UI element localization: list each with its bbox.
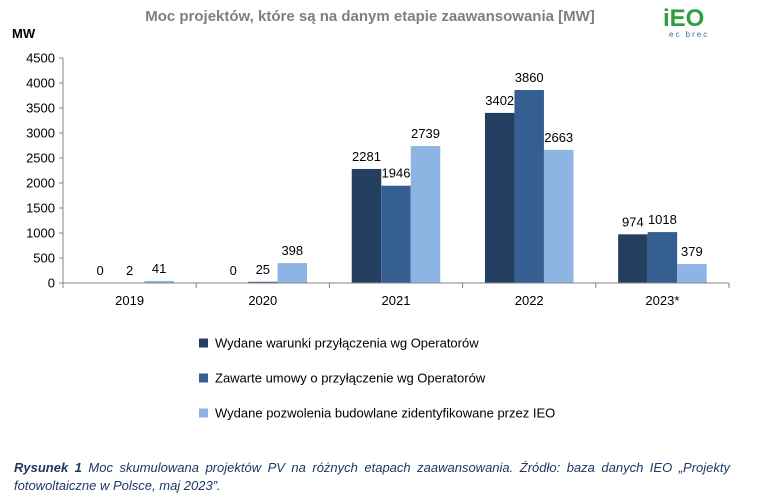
bar <box>543 149 574 283</box>
bar <box>410 146 441 283</box>
bar <box>144 280 174 283</box>
y-tick-label: 3500 <box>26 101 55 116</box>
ieo-logo: iEO ec brec <box>663 5 709 39</box>
bar-value-label: 398 <box>281 243 303 258</box>
data-labels: 0 0 2281 3402 974 2 25 1946 3860 1018 41 398 2739 266… <box>96 70 702 278</box>
bar-value-label: 974 <box>622 214 644 229</box>
bar <box>647 232 678 283</box>
bar-value-label: 2281 <box>352 149 381 164</box>
ieo-logo-text: iEO <box>663 5 704 32</box>
bar-value-label: 3860 <box>515 70 544 85</box>
y-tick-label: 500 <box>33 251 55 266</box>
bar-value-label: 2 <box>126 263 133 278</box>
y-tick-label: 2000 <box>26 176 55 191</box>
axes <box>62 58 729 284</box>
bar-value-label: 2739 <box>411 126 440 141</box>
bar <box>618 234 648 283</box>
bar <box>677 264 707 283</box>
y-tick-label: 2500 <box>26 151 55 166</box>
bar <box>277 263 308 283</box>
legend-label: Wydane warunki przyłączenia wg Operatoró… <box>215 336 479 351</box>
bar-series <box>114 90 707 284</box>
y-tick-label: 1500 <box>26 201 55 216</box>
bar-chart: Moc projektów, które są na danym etapie … <box>12 5 730 421</box>
x-tick-label: 2019 <box>115 293 144 308</box>
bar-value-label: 3402 <box>485 93 514 108</box>
bar-value-label: 0 <box>230 263 237 278</box>
bar <box>351 168 382 283</box>
y-tick-label: 0 <box>48 276 55 291</box>
bar-value-label: 0 <box>96 263 103 278</box>
bar-value-label: 41 <box>152 261 166 276</box>
legend: Wydane warunki przyłączenia wg Operatoró… <box>199 336 555 421</box>
caption-text: Moc skumulowana projektów PV na różnych … <box>14 460 730 493</box>
x-tick-label: 2020 <box>248 293 277 308</box>
x-tick-label: 2022 <box>515 293 544 308</box>
legend-swatch <box>199 373 208 383</box>
y-tick-label: 3000 <box>26 126 55 141</box>
legend-swatch <box>199 408 208 418</box>
bar <box>514 90 544 283</box>
ieo-logo-subtitle: ec brec <box>669 30 709 39</box>
bar-value-label: 379 <box>681 244 703 259</box>
y-axis-unit-label: MW <box>12 26 36 41</box>
y-tick-label: 4000 <box>26 76 55 91</box>
legend-label: Wydane pozwolenia budowlane zidentyfikow… <box>215 406 555 421</box>
bar-value-label: 25 <box>256 262 270 277</box>
y-tick-label: 4500 <box>26 51 55 66</box>
legend-label: Zawarte umowy o przyłączenie wg Operator… <box>215 371 486 386</box>
bar-value-label: 2663 <box>544 130 573 145</box>
x-axis-ticks: 2019 2020 2021 2022 2023* <box>62 283 730 308</box>
figure-caption: Rysunek 1 Moc skumulowana projektów PV n… <box>14 459 730 495</box>
x-tick-label: 2023* <box>645 293 679 308</box>
legend-swatch <box>199 338 208 348</box>
y-tick-label: 1000 <box>26 226 55 241</box>
bar <box>484 112 515 284</box>
bar-value-label: 1018 <box>648 212 677 227</box>
y-axis-ticks: 0 500 1000 1500 2000 2500 3000 3500 4000 4500 <box>26 51 63 291</box>
bar <box>381 185 411 283</box>
bar <box>248 281 278 283</box>
bar-value-label: 1946 <box>382 166 411 181</box>
chart-title: Moc projektów, które są na danym etapie … <box>145 8 595 25</box>
caption-label: Rysunek 1 <box>14 460 82 475</box>
x-tick-label: 2021 <box>382 293 411 308</box>
